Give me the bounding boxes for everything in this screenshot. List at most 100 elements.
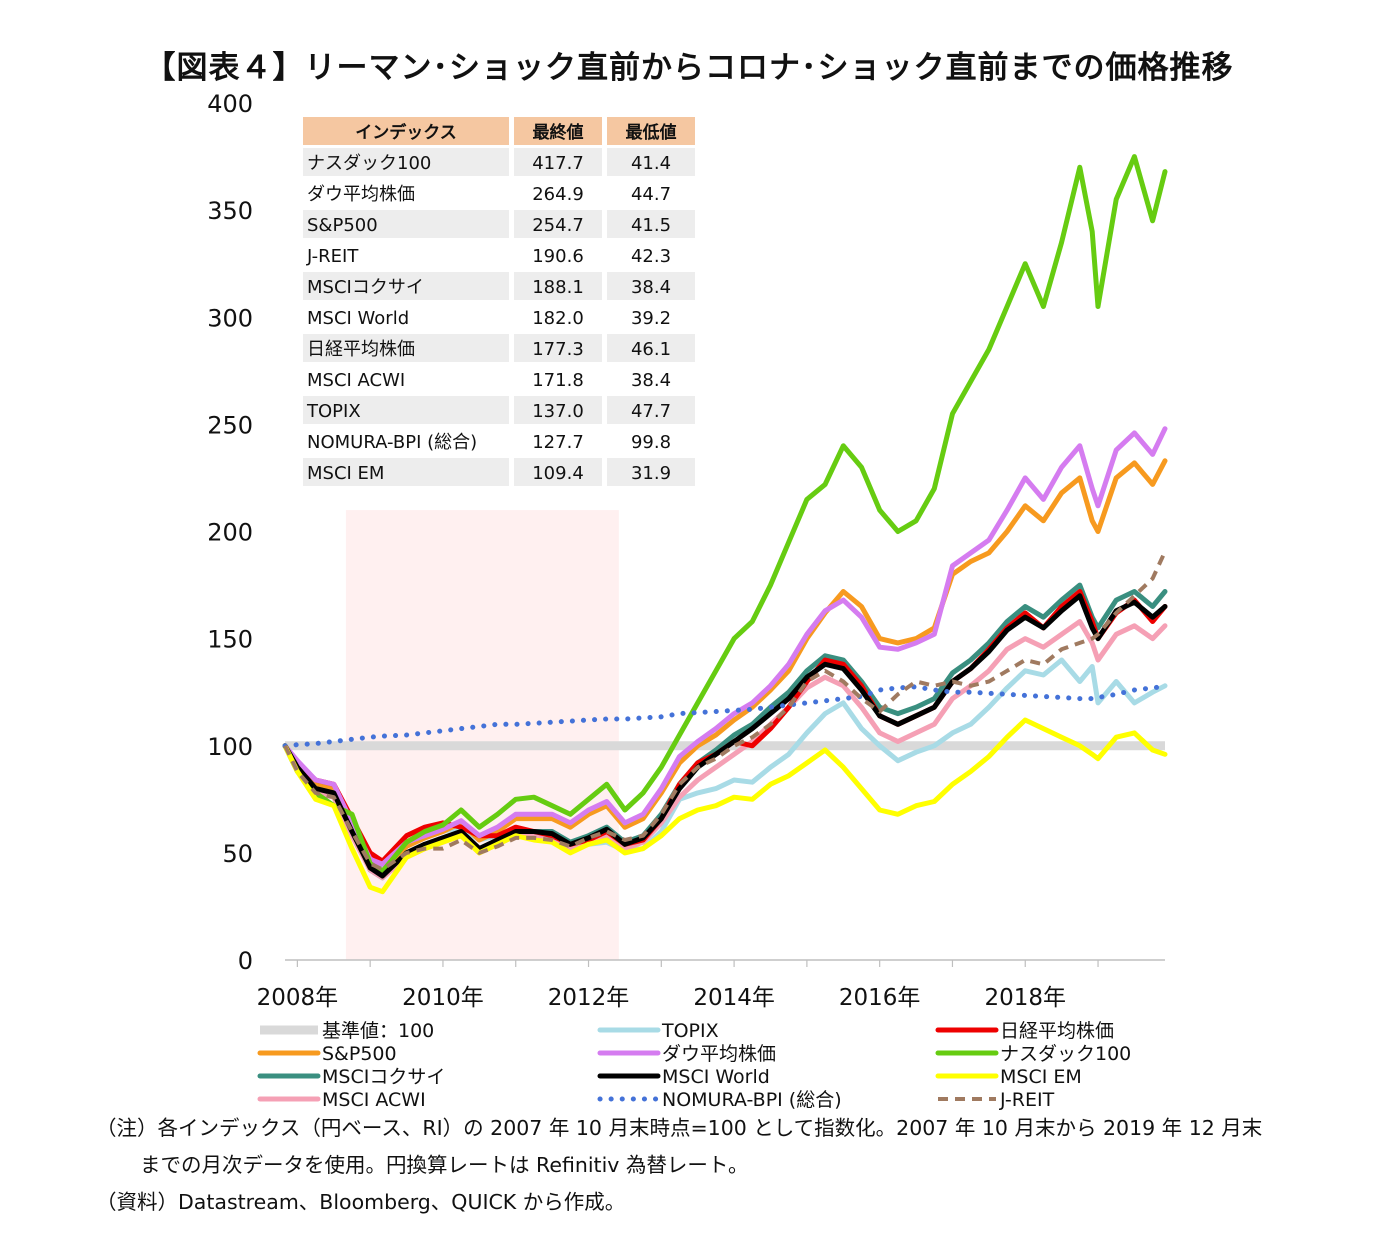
- table-header-label: 最終値: [533, 122, 584, 143]
- table-index-name: MSCIコクサイ: [307, 277, 424, 298]
- series-layer: [282, 154, 1168, 895]
- table-index-name: TOPIX: [306, 401, 361, 422]
- legend-label-jreit: J-REIT: [999, 1089, 1055, 1110]
- table-final-value: 127.7: [532, 432, 584, 453]
- table-cell-bg: [303, 272, 509, 300]
- x-tick-label: 2016年: [839, 985, 921, 1011]
- note-source: （資料）Datastream、Bloomberg、QUICK から作成。: [96, 1190, 626, 1214]
- series-line-dow: [282, 426, 1168, 867]
- shaded-period: [345, 510, 619, 960]
- legend-label-acwi: MSCI ACWI: [322, 1089, 426, 1110]
- table-index-name: ダウ平均株価: [307, 184, 415, 205]
- table-final-value: 254.7: [532, 215, 584, 236]
- legend-label-baseline: 基準値：100: [322, 1020, 434, 1042]
- y-tick-label: 0: [238, 947, 253, 975]
- legend-label-world: MSCI World: [662, 1066, 770, 1088]
- table-cell-bg: [514, 458, 602, 486]
- legend-label-em: MSCI EM: [1000, 1066, 1082, 1088]
- table-cell-bg: [514, 148, 602, 176]
- x-tick-label: 2018年: [984, 985, 1066, 1011]
- table-min-value: 99.8: [631, 432, 671, 453]
- table-cell-bg: [514, 396, 602, 424]
- series-line-jreit: [283, 550, 1167, 872]
- table-min-value: 31.9: [631, 463, 671, 484]
- series-line-world: [282, 593, 1168, 879]
- table-min-value: 41.5: [631, 215, 671, 236]
- table-index-name: ナスダック100: [307, 153, 431, 174]
- table-header-cell: [607, 117, 695, 145]
- table-header-label: インデックス: [355, 122, 457, 143]
- y-tick-label: 350: [207, 197, 253, 225]
- table-cell-bg: [303, 148, 509, 176]
- table-final-value: 190.6: [532, 246, 584, 267]
- table-min-value: 42.3: [631, 246, 671, 267]
- table-min-value: 38.4: [631, 370, 671, 391]
- table-index-name: NOMURA-BPI (総合): [307, 432, 477, 453]
- shaded-region-layer: [345, 510, 619, 960]
- table-final-value: 109.4: [532, 463, 584, 484]
- footnotes: （注）各インデックス（円ベース、RI）の 2007 年 10 月末時点=100 …: [96, 1110, 1316, 1221]
- table-cell-bg: [514, 334, 602, 362]
- legend-label-nikkei: 日経平均株価: [1000, 1020, 1114, 1042]
- series-line-em: [282, 717, 1168, 895]
- table-index-name: MSCI World: [307, 308, 409, 329]
- table-final-value: 171.8: [532, 370, 584, 391]
- y-tick-label: 250: [207, 411, 253, 439]
- y-tick-label: 300: [207, 304, 253, 332]
- chart-title: 【図表４】リーマン･ショック直前からコロナ･ショック直前までの価格推移: [144, 50, 1234, 86]
- table-index-name: J-REIT: [306, 246, 359, 267]
- table-cell-bg: [303, 334, 509, 362]
- table-header-label: 最低値: [626, 122, 677, 143]
- y-tick-label: 400: [207, 90, 253, 118]
- table-cell-bg: [607, 148, 695, 176]
- table-final-value: 182.0: [532, 308, 584, 329]
- table-final-value: 137.0: [532, 401, 584, 422]
- table-cell-bg: [607, 396, 695, 424]
- table-cell-bg: [514, 272, 602, 300]
- y-tick-label: 200: [207, 519, 253, 547]
- y-tick-label: 100: [207, 733, 253, 761]
- x-tick-label: 2008年: [257, 985, 339, 1011]
- table-cell-bg: [607, 458, 695, 486]
- table-min-value: 39.2: [631, 308, 671, 329]
- series-line-bpi: [282, 683, 1168, 749]
- table-index-name: MSCI EM: [307, 463, 384, 484]
- table-header-cell: [514, 117, 602, 145]
- table-final-value: 264.9: [532, 184, 584, 205]
- y-tick-label: 50: [222, 840, 253, 868]
- legend-label-nasdaq: ナスダック100: [1000, 1043, 1131, 1065]
- x-tick-label: 2010年: [402, 985, 484, 1011]
- note-line-1: （注）各インデックス（円ベース、RI）の 2007 年 10 月末時点=100 …: [96, 1116, 1263, 1140]
- table-header-cell: [303, 117, 509, 145]
- table-cell-bg: [607, 272, 695, 300]
- table-final-value: 177.3: [532, 339, 584, 360]
- table-index-name: 日経平均株価: [307, 339, 415, 360]
- table-min-value: 46.1: [631, 339, 671, 360]
- table-final-value: 188.1: [532, 277, 584, 298]
- legend-label-topix: TOPIX: [661, 1020, 719, 1042]
- line-chart: 0 50 100 150 200 250 300 350 400 2008年 2010年 2012年 2…: [207, 90, 1168, 1110]
- table-cell-bg: [607, 210, 695, 238]
- y-tick-label: 150: [207, 626, 253, 654]
- legend-label-kokusai: MSCIコクサイ: [322, 1066, 445, 1088]
- table-index-name: S&P500: [307, 215, 378, 236]
- legend-label-bpi: NOMURA-BPI (総合): [662, 1089, 842, 1110]
- table-cell-bg: [607, 334, 695, 362]
- table-cell-bg: [303, 458, 509, 486]
- table-min-value: 38.4: [631, 277, 671, 298]
- table-final-value: 417.7: [532, 153, 584, 174]
- table-cell-bg: [303, 210, 509, 238]
- table-index-name: MSCI ACWI: [307, 370, 405, 391]
- series-line-nasdaq: [282, 154, 1168, 874]
- table-cell-bg: [303, 396, 509, 424]
- x-tick-label: 2012年: [548, 985, 630, 1011]
- axis-layer: 0 50 100 150 200 250 300 350 400 2008年 2010年 2012年 2…: [207, 90, 1165, 1011]
- legend-label-dow: ダウ平均株価: [662, 1043, 776, 1065]
- table-min-value: 44.7: [631, 184, 671, 205]
- table-cell-bg: [514, 210, 602, 238]
- table-min-value: 41.4: [631, 153, 671, 174]
- legend-label-sp500: S&P500: [322, 1043, 397, 1065]
- note-line-2: までの月次データを使用。円換算レートは Refinitiv 為替レート。: [140, 1153, 749, 1177]
